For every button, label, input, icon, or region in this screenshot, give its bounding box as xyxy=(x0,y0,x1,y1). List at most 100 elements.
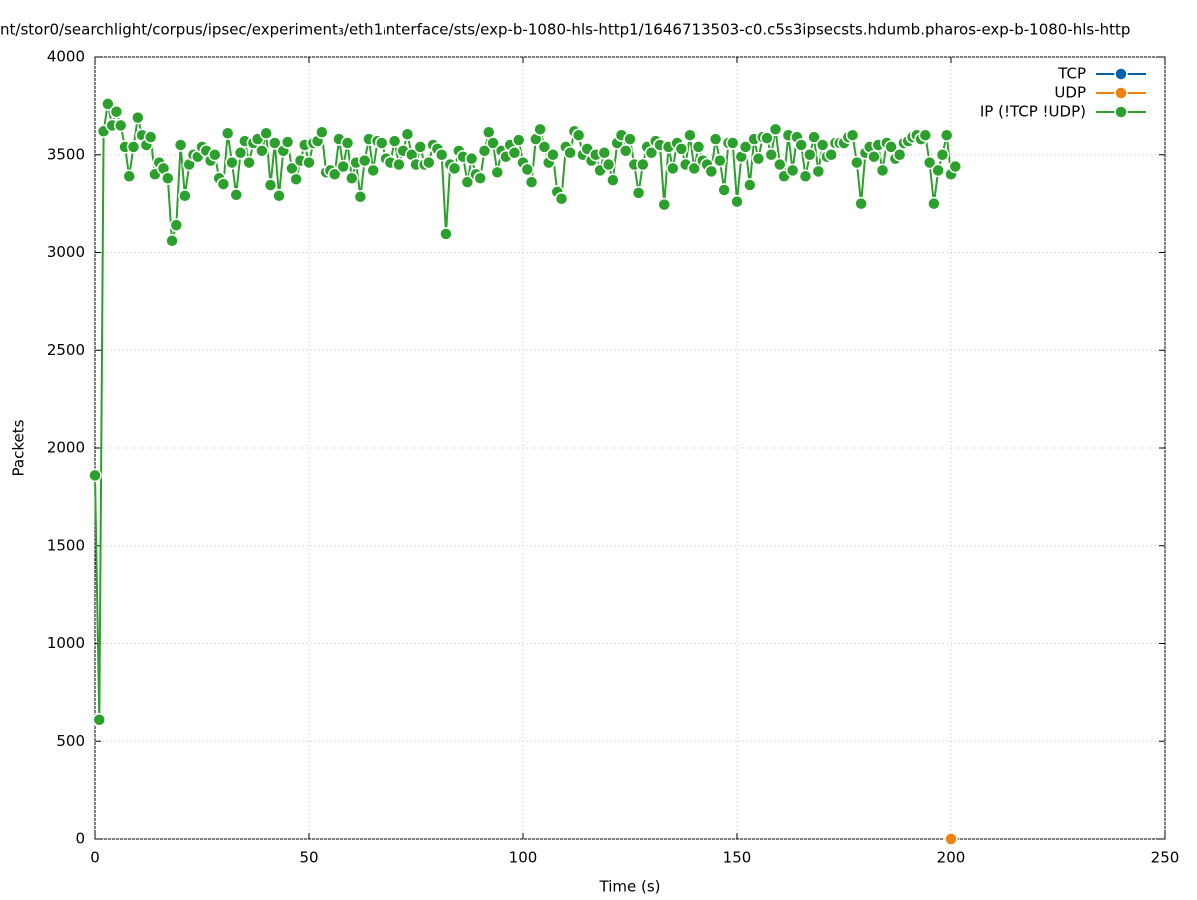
x-axis-label: Time (s) xyxy=(599,878,661,896)
data-point xyxy=(751,151,766,166)
data-point xyxy=(636,157,650,172)
data-point xyxy=(854,196,868,211)
data-point xyxy=(272,189,286,203)
data-point xyxy=(708,132,723,146)
data-point xyxy=(131,110,145,125)
data-point xyxy=(850,155,864,170)
data-point xyxy=(88,468,102,483)
legend-marker xyxy=(1114,86,1128,100)
data-point xyxy=(867,149,881,164)
data-point xyxy=(422,155,436,170)
data-point xyxy=(666,161,680,176)
data-point xyxy=(165,234,179,248)
data-point xyxy=(263,178,278,192)
data-point xyxy=(875,163,890,178)
data-point xyxy=(683,128,697,142)
data-point xyxy=(520,162,535,177)
y-tick-label: 1500 xyxy=(47,536,85,554)
data-point xyxy=(794,138,808,152)
y-tick-label: 0 xyxy=(75,830,85,848)
data-point xyxy=(657,197,671,212)
data-point xyxy=(773,157,787,172)
data-point xyxy=(126,140,141,154)
legend-label: TCP xyxy=(1057,65,1086,83)
y-tick-label: 2000 xyxy=(47,439,85,457)
legend-marker xyxy=(1114,67,1128,81)
data-point xyxy=(687,161,701,176)
data-point xyxy=(229,188,243,202)
data-point xyxy=(725,136,740,150)
data-point xyxy=(944,832,958,846)
data-point xyxy=(618,144,633,158)
data-point xyxy=(927,196,941,211)
data-point xyxy=(884,140,898,154)
data-point xyxy=(807,130,821,144)
data-point xyxy=(935,148,950,162)
x-tick-label: 250 xyxy=(1151,849,1180,867)
y-tick-label: 4000 xyxy=(47,48,85,66)
data-point xyxy=(738,140,753,154)
data-point xyxy=(447,161,462,176)
data-point xyxy=(606,173,620,187)
data-point xyxy=(289,172,303,186)
data-point xyxy=(644,146,659,160)
data-point xyxy=(268,136,282,150)
data-point xyxy=(345,171,359,185)
data-point xyxy=(208,148,222,162)
data-point xyxy=(336,159,350,174)
data-point xyxy=(392,157,406,172)
data-point xyxy=(280,135,295,149)
data-point xyxy=(173,138,188,152)
y-axis-label: Packets xyxy=(10,419,28,476)
y-tick-label: 3500 xyxy=(47,145,85,163)
data-point xyxy=(439,227,453,241)
data-point xyxy=(704,164,719,179)
data-point xyxy=(597,146,612,160)
data-point xyxy=(743,178,757,192)
data-point xyxy=(554,191,569,206)
data-point xyxy=(918,128,933,142)
data-point xyxy=(674,142,689,156)
data-point xyxy=(473,171,487,185)
data-point xyxy=(623,132,637,146)
data-point xyxy=(340,136,355,150)
data-point xyxy=(178,189,192,203)
x-tick-label: 50 xyxy=(299,849,318,867)
data-point xyxy=(113,118,128,133)
data-point xyxy=(824,148,838,162)
data-point xyxy=(811,164,826,179)
data-point xyxy=(768,122,783,137)
x-tick-label: 200 xyxy=(937,849,966,867)
data-point xyxy=(387,134,402,148)
data-point xyxy=(357,153,372,168)
data-point xyxy=(225,155,239,170)
data-point xyxy=(931,163,945,178)
data-point xyxy=(546,148,560,162)
data-point xyxy=(486,136,500,150)
data-point xyxy=(760,131,774,145)
data-point xyxy=(327,167,342,182)
series-line xyxy=(94,103,957,720)
data-point xyxy=(302,155,316,170)
data-point xyxy=(233,146,248,160)
data-point xyxy=(764,148,778,162)
data-point xyxy=(631,186,646,200)
legend-label: UDP xyxy=(1054,84,1086,102)
data-point xyxy=(490,165,505,180)
data-point xyxy=(434,148,449,162)
data-point xyxy=(242,155,256,170)
chart-title: nt/stor0/searchlight/corpus/ipsec/experi… xyxy=(0,21,1130,39)
legend-label: IP (!TCP !UDP) xyxy=(980,103,1086,121)
data-point xyxy=(220,126,235,140)
data-point xyxy=(375,136,389,150)
data-point xyxy=(798,169,813,184)
y-tick-label: 2500 xyxy=(47,341,85,359)
x-tick-label: 100 xyxy=(509,849,538,867)
data-point xyxy=(691,140,706,154)
data-point xyxy=(169,218,184,232)
data-point xyxy=(92,712,107,727)
data-point xyxy=(892,148,907,162)
data-point xyxy=(524,175,539,189)
data-point xyxy=(477,144,492,158)
